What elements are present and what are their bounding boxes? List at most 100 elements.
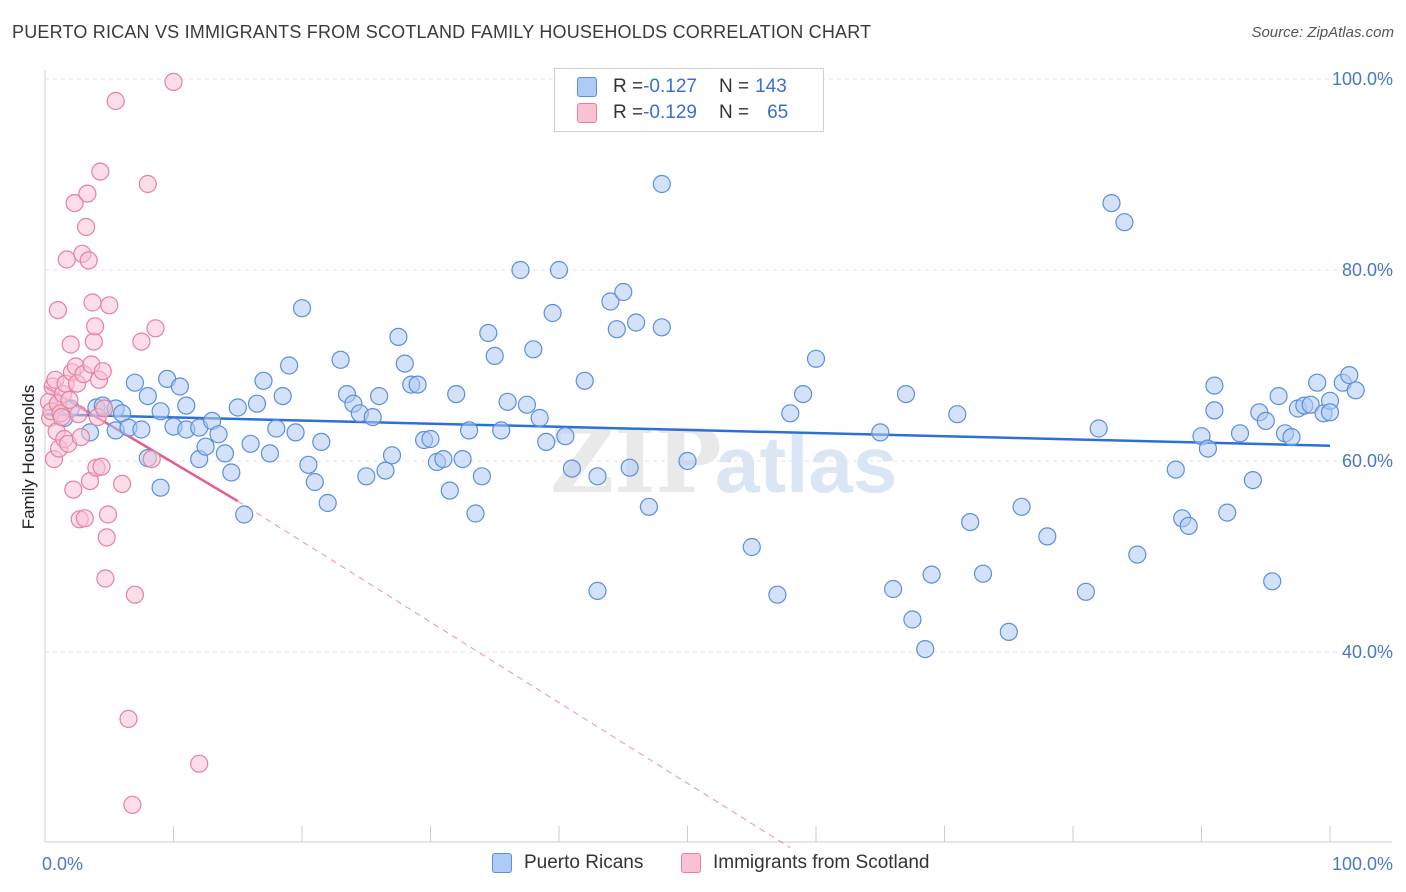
scotland-trendline-extension	[237, 500, 791, 849]
puerto-rican-point	[511, 260, 530, 280]
puerto-rican-point	[537, 432, 556, 451]
n-label: N =	[718, 102, 750, 123]
puerto-rican-point	[961, 512, 980, 532]
puerto-rican-point	[626, 313, 646, 332]
legend-label: Puerto Ricans	[524, 852, 644, 873]
scotland-point	[142, 450, 161, 469]
y-axis-label: Family Households	[19, 385, 38, 530]
puerto-rican-point	[517, 395, 537, 414]
puerto-rican-point	[588, 581, 607, 601]
scotland-point	[75, 509, 94, 528]
puerto-rican-point	[305, 472, 324, 492]
puerto-rican-point	[267, 419, 286, 438]
puerto-rican-point	[453, 450, 472, 469]
puerto-rican-point	[1282, 428, 1301, 447]
puerto-rican-point	[973, 564, 993, 583]
y-tick-label: 80.0%	[1342, 260, 1393, 280]
puerto-rican-point	[896, 385, 916, 404]
puerto-rican-point	[196, 437, 215, 456]
puerto-rican-point	[421, 429, 440, 449]
puerto-rican-point	[466, 504, 485, 523]
scotland-point	[92, 457, 111, 476]
puerto-rican-point	[440, 481, 459, 500]
puerto-rican-point	[607, 320, 626, 339]
scotland-point	[52, 408, 71, 427]
puerto-rican-point	[871, 423, 890, 442]
puerto-rican-point	[916, 639, 935, 659]
puerto-rican-point	[768, 585, 787, 604]
puerto-rican-point	[1230, 424, 1250, 443]
puerto-rican-point	[1308, 373, 1327, 392]
puerto-rican-point	[318, 493, 337, 513]
legend-item-scotland: Immigrants from Scotland	[681, 852, 929, 874]
puerto-rican-point	[639, 497, 659, 516]
r-value: -0.129	[643, 102, 697, 123]
puerto-rican-trendline	[44, 412, 1331, 447]
puerto-rican-point	[376, 461, 395, 480]
puerto-rican-point	[363, 408, 382, 427]
puerto-rican-point	[678, 451, 697, 471]
puerto-rican-point	[1301, 395, 1320, 414]
puerto-rican-point	[177, 396, 196, 415]
puerto-rican-point	[498, 392, 517, 411]
puerto-rican-point	[222, 463, 241, 482]
n-value: 143	[755, 76, 787, 97]
puerto-rican-point	[620, 458, 639, 477]
scotland-point	[78, 184, 97, 203]
stats-row-puerto-ricans: R = -0.127 N = 143	[577, 75, 787, 99]
scotland-point	[84, 332, 103, 351]
puerto-rican-point	[601, 292, 620, 311]
puerto-rican-point	[1038, 527, 1057, 546]
scotland-point	[93, 362, 112, 381]
scotland-point	[64, 480, 83, 499]
watermark: ZIP atlas	[550, 409, 897, 513]
scotland-point	[65, 194, 84, 213]
puerto-rican-point	[1269, 387, 1288, 406]
scotland-point	[83, 293, 102, 312]
puerto-rican-point	[299, 455, 318, 474]
puerto-rican-point	[556, 427, 575, 446]
scotland-point	[164, 72, 183, 92]
scotland-point	[71, 428, 91, 447]
swatch-scotland	[577, 103, 597, 123]
legend-swatch-puerto-ricans	[492, 853, 512, 873]
scotland-point	[119, 709, 138, 729]
scotland-point	[125, 585, 144, 604]
puerto-rican-point	[408, 375, 427, 394]
puerto-rican-point	[1089, 419, 1108, 438]
puerto-rican-point	[460, 421, 479, 440]
stats-row-scotland: R = -0.129 N = 65	[577, 101, 788, 125]
puerto-rican-point	[151, 402, 170, 421]
scotland-point	[123, 795, 142, 814]
puerto-rican-point	[170, 377, 189, 396]
puerto-rican-point	[1256, 411, 1275, 430]
x-tick-label-end: 100.0%	[1332, 854, 1393, 874]
scotland-point	[190, 754, 209, 773]
scotland-point	[85, 317, 105, 336]
puerto-rican-point	[447, 385, 466, 404]
puerto-rican-point	[292, 299, 312, 318]
puerto-rican-point	[132, 420, 151, 439]
puerto-rican-point	[652, 318, 671, 337]
puerto-rican-point	[286, 423, 305, 442]
puerto-rican-point	[382, 446, 402, 465]
scotland-point	[97, 528, 116, 547]
puerto-rican-point	[312, 432, 331, 451]
puerto-rican-point	[209, 425, 228, 444]
puerto-rican-point	[492, 421, 511, 440]
n-label: N =	[718, 76, 750, 97]
puerto-rican-point	[138, 387, 157, 406]
puerto-rican-point	[781, 404, 800, 423]
puerto-rican-point	[434, 450, 453, 469]
puerto-rican-point	[549, 260, 569, 280]
puerto-rican-point	[395, 354, 414, 373]
puerto-rican-point	[742, 537, 761, 557]
puerto-rican-point	[273, 387, 292, 406]
scotland-point	[106, 91, 125, 111]
puerto-rican-point	[575, 371, 594, 390]
scotland-point	[61, 335, 80, 354]
puerto-rican-point	[1076, 582, 1096, 601]
y-tick-label: 100.0%	[1332, 69, 1393, 89]
scotland-point	[146, 319, 165, 338]
